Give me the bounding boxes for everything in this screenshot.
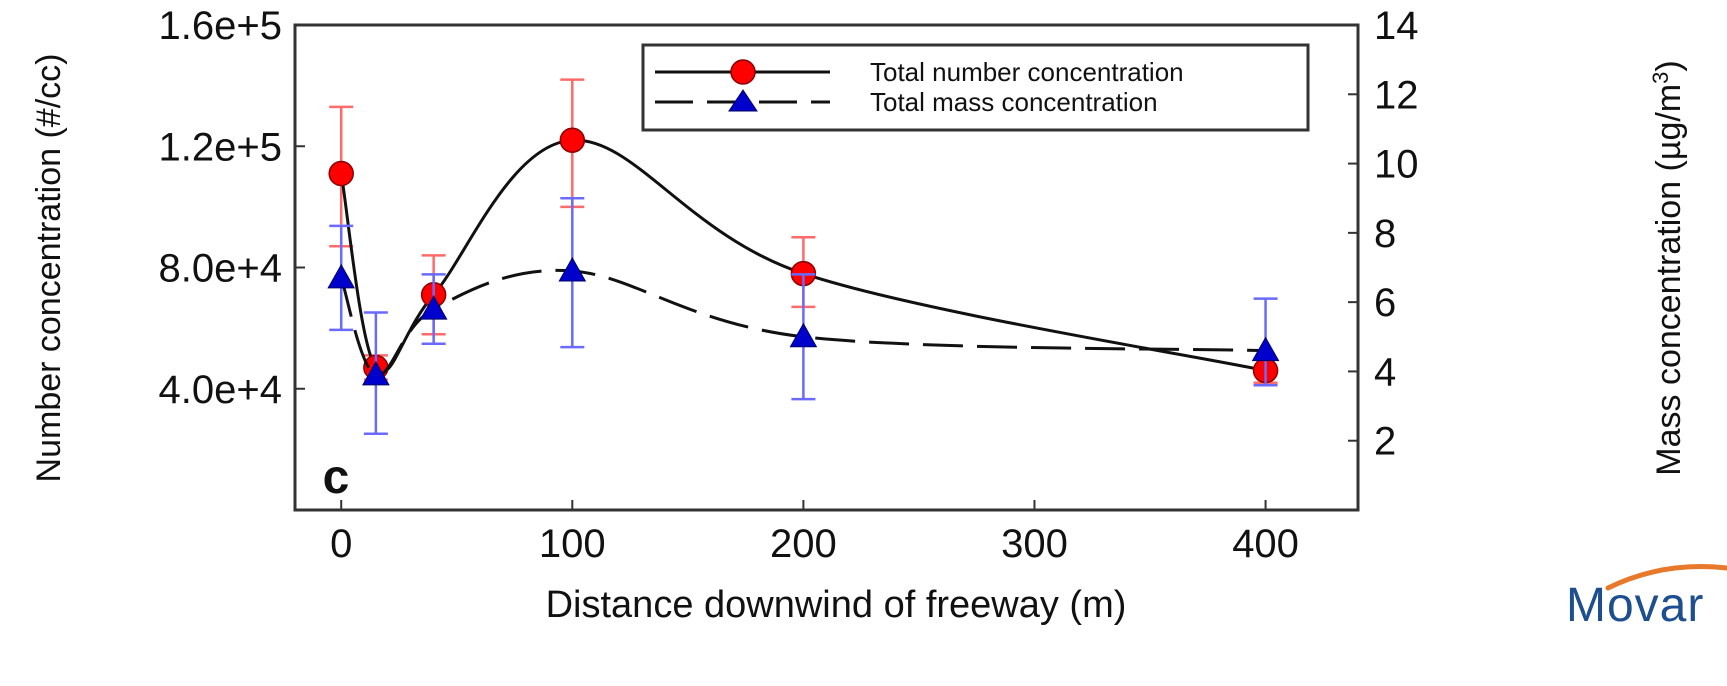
data-point-mass: [1251, 336, 1280, 362]
y-right-tick-label: 8: [1374, 212, 1396, 256]
data-point-mass: [419, 295, 448, 320]
x-tick-label: 400: [1232, 522, 1299, 566]
data-point-mass: [789, 322, 818, 348]
y-left-tick-label: 1.2e+5: [159, 125, 282, 169]
legend-label-mass: Total mass concentration: [870, 87, 1158, 117]
x-axis-title: Distance downwind of freeway (m): [546, 584, 1127, 626]
x-tick-label: 200: [770, 522, 837, 566]
y-right-tick-label: 12: [1374, 73, 1419, 117]
x-tick-label: 300: [1001, 522, 1068, 566]
y-right-tick-label: 10: [1374, 143, 1419, 187]
brand-logo-swoosh: [1605, 564, 1727, 591]
legend-label-number: Total number concentration: [870, 57, 1184, 87]
y-left-tick-label: 4.0e+4: [159, 368, 282, 412]
y-right-tick-label: 2: [1374, 420, 1396, 464]
y-right-tick-label: 4: [1374, 350, 1396, 394]
y-right-tick-label: 6: [1374, 281, 1396, 325]
y-right-tick-label: 14: [1374, 4, 1419, 48]
brand-logo-text: Movar: [1566, 579, 1705, 632]
x-tick-label: 100: [539, 522, 606, 566]
y-axis-right-title-superscript: 3: [1648, 72, 1673, 84]
data-point-mass: [327, 263, 356, 289]
series-layer: [327, 78, 1280, 436]
panel-letter: c: [323, 451, 350, 504]
legend: Total number concentration Total mass co…: [641, 43, 1310, 132]
data-point-number: [559, 127, 586, 153]
y-axis-right-title: Mass concentration (µg/m3): [1648, 60, 1688, 475]
ticks-layer: 0 100 200 300 400 4.0e+4 8.0e+4 1.2e+5 1.6e+5 2 4 6…: [159, 4, 1419, 566]
legend-marker-number: [730, 59, 756, 85]
data-point-mass: [362, 360, 390, 386]
legend-box: [641, 43, 1310, 132]
y-axis-left-title: Number concentration (#/cc): [30, 54, 68, 483]
x-tick-label: 0: [330, 522, 352, 566]
y-left-tick-label: 8.0e+4: [159, 247, 282, 291]
data-point-number: [328, 160, 354, 187]
y-axis-right-title-close: ): [1650, 60, 1688, 71]
series-mass: [327, 196, 1280, 436]
legend-marker-mass: [728, 89, 758, 112]
y-axis-right-title-main: Mass concentration (µg/m: [1650, 84, 1688, 476]
data-point-mass: [558, 256, 587, 282]
y-left-tick-label: 1.6e+5: [159, 4, 282, 48]
